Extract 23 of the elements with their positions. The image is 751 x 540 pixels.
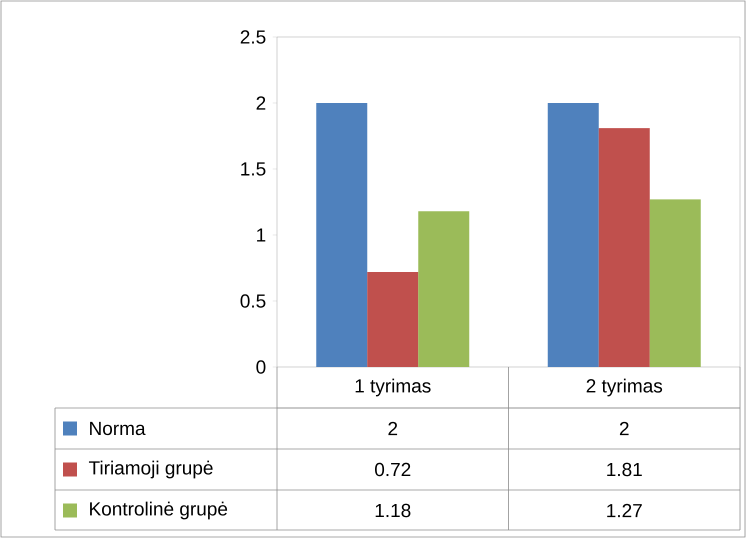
legend-label: Tiriamoji grupė	[88, 460, 213, 478]
x-tick-label: 1 tyrimas	[356, 378, 431, 396]
data-label: 1.81	[607, 462, 642, 476]
x-tick-label: 2 tyrimas	[586, 378, 662, 396]
bar	[367, 272, 418, 367]
y-tick-label: 1.5	[241, 162, 266, 176]
bar	[418, 211, 470, 367]
y-tick-label: 0	[256, 360, 266, 374]
legend-label: Kontrolinė grupė	[90, 502, 228, 520]
bar	[316, 102, 368, 367]
data-label: 2	[620, 422, 629, 436]
data-label: 0.72	[375, 462, 410, 476]
bar	[598, 128, 650, 367]
y-tick-label: 0.5	[240, 294, 266, 308]
bar	[650, 199, 701, 367]
legend-label: Norma	[90, 422, 146, 436]
y-tick-label: 2.5	[240, 30, 266, 44]
y-tick-label: 1	[257, 228, 266, 242]
y-tick-label: 2	[256, 96, 266, 110]
data-label: 2	[388, 422, 398, 436]
data-label: 1.18	[376, 504, 410, 518]
bar	[548, 102, 599, 367]
data-label: 1.27	[607, 504, 642, 518]
